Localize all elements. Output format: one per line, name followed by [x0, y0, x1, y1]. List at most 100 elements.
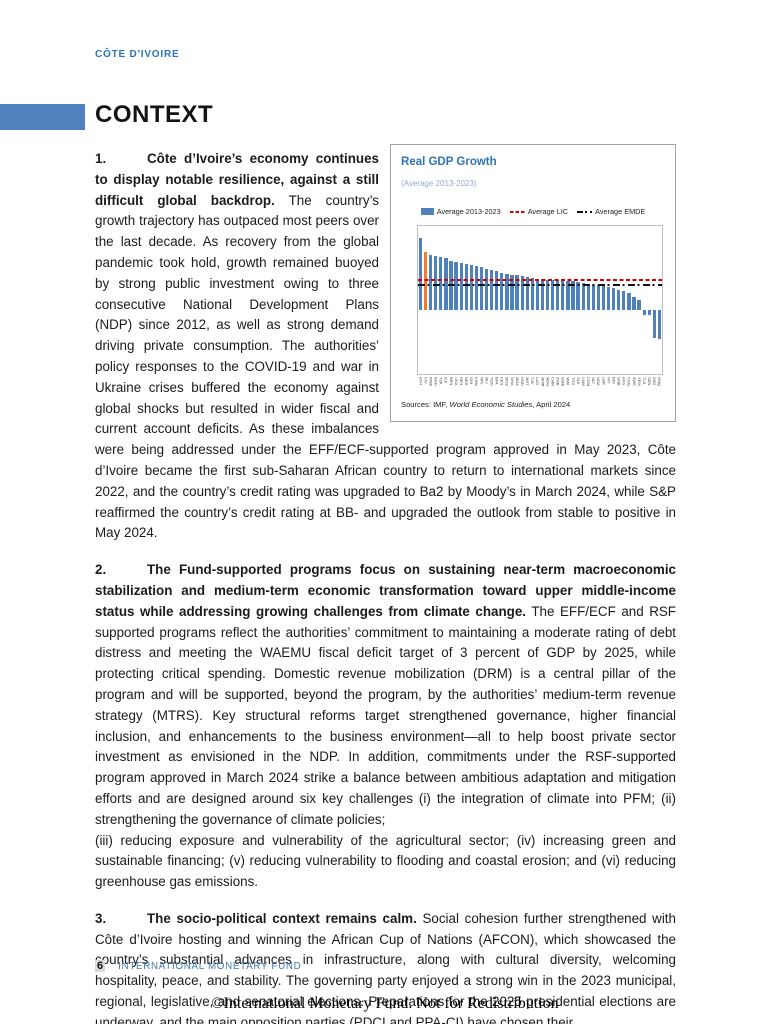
x-axis-label: UGA — [453, 377, 459, 387]
bar-GHA — [510, 274, 514, 310]
x-axis-label: GNQ — [657, 377, 663, 387]
bar-ZWE — [632, 297, 636, 310]
x-axis-labels: ETH CIV RWA BGD TZA DJI BEN UGA SEN NER GIN KHM NPL M… — [417, 375, 663, 390]
x-axis-label: BDI — [611, 377, 617, 385]
y-axis-tick: 7 — [417, 248, 418, 255]
x-axis-label: SSD — [652, 377, 658, 386]
x-axis-label: MWI — [565, 377, 571, 386]
bar-TZA — [439, 257, 443, 310]
paragraph-lead: Côte d’Ivoire’s economy continues to dis… — [95, 151, 379, 208]
bar-SSD — [652, 309, 656, 338]
copyright-notice: ©International Monetary Fund. Not for Re… — [211, 995, 559, 1012]
bar-DJI — [444, 257, 448, 310]
x-axis-label: LAO — [535, 377, 541, 386]
x-axis-label: KHM — [474, 377, 480, 387]
bar-MRT — [525, 277, 529, 310]
real-gdp-growth-figure: Real GDP Growth (Average 2013-2023) Aver… — [390, 144, 676, 423]
bar-COG — [627, 292, 631, 310]
legend-item-average-lic: Average LIC — [509, 202, 569, 223]
black-dashdot-line-icon — [577, 210, 593, 213]
x-axis-label: BGD — [433, 377, 439, 387]
paragraph-number: 2. — [95, 562, 107, 578]
bar-swatch-icon — [420, 208, 434, 216]
bar-CMR — [551, 279, 555, 310]
x-axis-label: LBR — [601, 377, 607, 386]
bar-GMB — [561, 280, 565, 310]
red-dashed-line-icon — [509, 210, 525, 213]
refline-average-emde — [418, 284, 662, 287]
bar-KHM — [474, 266, 479, 310]
paragraph-number: 3. — [95, 910, 107, 926]
bar-ETH — [418, 238, 423, 310]
bar-NPL — [479, 267, 484, 310]
bar-MWI — [566, 281, 570, 310]
x-axis-label: SEN — [458, 377, 464, 386]
x-axis-label: BEN — [448, 377, 454, 386]
x-axis-label: COM — [586, 377, 592, 387]
x-axis-label: MLI — [484, 377, 490, 385]
legend-item-average-2013-2023: Average 2013-2023 — [420, 202, 501, 223]
bar-NER — [464, 263, 468, 310]
x-axis-label: SDN — [647, 377, 653, 386]
x-axis-label: MDG — [545, 377, 551, 387]
bar-KEN — [500, 272, 504, 310]
x-axis-label: NPL — [479, 377, 485, 386]
bar-NIC — [591, 284, 595, 310]
y-axis-tick: 9 — [417, 231, 418, 238]
bar-GNB — [617, 289, 621, 310]
legend-label: Average 2013-2023 — [436, 206, 501, 216]
bar-RWA — [429, 255, 433, 310]
legend-label: Average LIC — [527, 206, 569, 216]
bar-GIN — [469, 264, 473, 310]
figure-subtitle: (Average 2013-2023) — [401, 178, 477, 188]
x-axis-label: HTI — [606, 377, 612, 384]
report-country-label: CÔTE D'IVOIRE — [95, 49, 180, 60]
bar-CIV — [423, 252, 428, 310]
bar-LBR — [601, 286, 606, 310]
bar-BDI — [612, 287, 616, 310]
x-axis-label: MDA — [514, 377, 520, 387]
y-axis-tick: -1 — [417, 314, 418, 321]
section-title: CONTEXT — [95, 101, 214, 128]
plot-area-wrap: 9 7 5 3 1 -1 -3 -5 -7 ETHCIVRWABGDTZADJIBENUGASE… — [417, 225, 663, 390]
x-axis-label: RWA — [428, 377, 434, 387]
x-axis-label: TCD — [570, 377, 576, 386]
x-axis-label: TGO — [489, 377, 495, 387]
x-axis-label: TLS — [641, 377, 647, 385]
x-axis-label: YEM — [636, 377, 642, 387]
bar-MOZ — [505, 273, 509, 310]
figure-title: Real GDP Growth — [401, 156, 497, 168]
bar-TLS — [642, 309, 646, 315]
bar-SLE — [576, 282, 580, 310]
x-axis-label: NGA — [596, 377, 602, 387]
legend-item-average-emde: Average EMDE — [577, 202, 645, 223]
x-axis-label: CMR — [550, 377, 556, 387]
bar-GNQ — [657, 309, 662, 340]
bar-TCD — [571, 281, 575, 310]
bar-NGA — [596, 285, 601, 310]
legend-label: Average EMDE — [595, 206, 646, 216]
x-axis-label: MOZ — [504, 377, 510, 387]
x-axis-label: KEN — [499, 377, 505, 386]
section-accent-bar — [0, 104, 85, 130]
bar-BGD — [434, 256, 438, 310]
paragraph-body: The country’s growth trajectory has outp… — [95, 192, 676, 541]
x-axis-label: ZWE — [631, 377, 637, 387]
paragraph-2: 2. The Fund-supported programs focus on s… — [95, 560, 676, 893]
x-axis-label: DJI — [443, 377, 449, 384]
x-axis-label: ETH — [418, 377, 424, 386]
x-axis-label: GNB — [616, 377, 622, 387]
bar-SDN — [647, 309, 651, 316]
y-axis-tick: -5 — [417, 348, 418, 355]
bar-BFA — [495, 271, 499, 310]
x-axis-label: NIC — [591, 377, 597, 385]
x-axis-label: BFA — [494, 377, 500, 385]
page-footer: 6 INTERNATIONAL MONETARY FUND — [95, 960, 301, 972]
paragraph-3: 3. The socio-political context remains ca… — [95, 909, 676, 1024]
x-axis-label: HND — [519, 377, 525, 387]
bar-chart-plot: 9 7 5 3 1 -1 -3 -5 -7 — [417, 225, 663, 376]
paragraph-lead: The Fund-supported programs focus on sus… — [95, 562, 676, 619]
x-axis-label: GIN — [469, 377, 475, 385]
x-axis-label: TJK — [530, 377, 536, 385]
